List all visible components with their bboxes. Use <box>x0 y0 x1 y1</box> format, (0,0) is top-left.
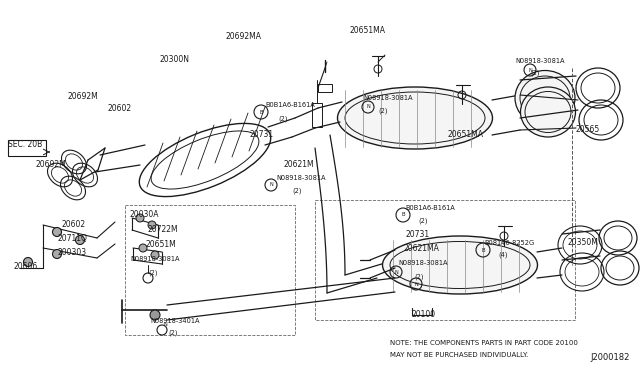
Text: N: N <box>414 282 418 286</box>
Text: (2): (2) <box>418 218 428 224</box>
Text: N08918-3081A: N08918-3081A <box>398 260 447 266</box>
Text: (4): (4) <box>498 252 508 259</box>
Bar <box>8 140 46 156</box>
Text: 200303: 200303 <box>57 248 86 257</box>
Text: NOTE: THE COMPONENTS PARTS IN PART CODE 20100: NOTE: THE COMPONENTS PARTS IN PART CODE … <box>390 340 578 346</box>
Text: (2): (2) <box>148 270 157 276</box>
Ellipse shape <box>520 87 575 137</box>
Text: 20651M: 20651M <box>145 240 176 249</box>
Text: N: N <box>163 323 167 327</box>
Text: (2): (2) <box>168 330 177 337</box>
Circle shape <box>24 257 33 266</box>
Circle shape <box>136 214 144 222</box>
Text: 20300N: 20300N <box>160 55 190 64</box>
Text: N: N <box>394 269 398 275</box>
Text: 20621M: 20621M <box>284 160 315 169</box>
Ellipse shape <box>337 87 493 149</box>
Circle shape <box>151 251 159 259</box>
Text: B: B <box>481 247 485 253</box>
Circle shape <box>150 310 160 320</box>
Text: SEC. 20B: SEC. 20B <box>8 140 42 149</box>
Text: N08918-3401A: N08918-3401A <box>150 318 200 324</box>
Circle shape <box>139 244 147 252</box>
Text: 20350M: 20350M <box>567 238 598 247</box>
Text: N: N <box>269 183 273 187</box>
Text: N08918-3081A: N08918-3081A <box>130 256 179 262</box>
Text: N08918-3081A: N08918-3081A <box>276 175 326 181</box>
Text: 20711Q: 20711Q <box>57 234 87 243</box>
Text: 20731: 20731 <box>406 230 430 239</box>
Text: B08146-8252G: B08146-8252G <box>484 240 534 246</box>
Text: 20565: 20565 <box>575 125 599 134</box>
Text: 20722M: 20722M <box>148 225 179 234</box>
Text: 20602: 20602 <box>62 220 86 229</box>
Text: B0B1A6-B161A: B0B1A6-B161A <box>405 205 455 211</box>
Circle shape <box>148 221 156 229</box>
Circle shape <box>52 228 61 237</box>
Text: 20651MA: 20651MA <box>350 26 386 35</box>
Bar <box>318 84 332 92</box>
Text: B0B1A6-B161A: B0B1A6-B161A <box>265 102 315 108</box>
Text: 20030A: 20030A <box>130 210 159 219</box>
Circle shape <box>52 250 61 259</box>
Text: 20692M: 20692M <box>35 160 66 169</box>
Text: MAY NOT BE PURCHASED INDIVIDUALLY.: MAY NOT BE PURCHASED INDIVIDUALLY. <box>390 352 528 358</box>
Text: 20606: 20606 <box>14 262 38 271</box>
Text: 20692M: 20692M <box>68 92 99 101</box>
Text: B: B <box>259 109 263 115</box>
Text: (2): (2) <box>414 273 424 279</box>
Text: N08918-3081A: N08918-3081A <box>363 95 413 101</box>
Bar <box>312 103 322 127</box>
Text: N08918-3081A: N08918-3081A <box>515 58 564 64</box>
Text: (2): (2) <box>292 188 301 195</box>
Text: N: N <box>528 67 532 73</box>
Text: 20731: 20731 <box>250 130 274 139</box>
Ellipse shape <box>515 71 575 125</box>
Ellipse shape <box>383 236 538 294</box>
Bar <box>125 205 295 335</box>
Text: (2): (2) <box>378 108 387 115</box>
Text: (2): (2) <box>530 70 540 77</box>
Text: 20100: 20100 <box>412 310 436 319</box>
Text: 20602: 20602 <box>108 104 132 113</box>
Text: (2): (2) <box>278 115 287 122</box>
Circle shape <box>76 235 84 244</box>
Text: 20621MA: 20621MA <box>404 244 440 253</box>
Text: J2000182: J2000182 <box>591 353 630 362</box>
Text: B: B <box>401 212 405 218</box>
Text: N: N <box>366 105 370 109</box>
Bar <box>315 200 575 320</box>
Text: 20651MA: 20651MA <box>448 130 484 139</box>
Text: 20692MA: 20692MA <box>225 32 261 41</box>
